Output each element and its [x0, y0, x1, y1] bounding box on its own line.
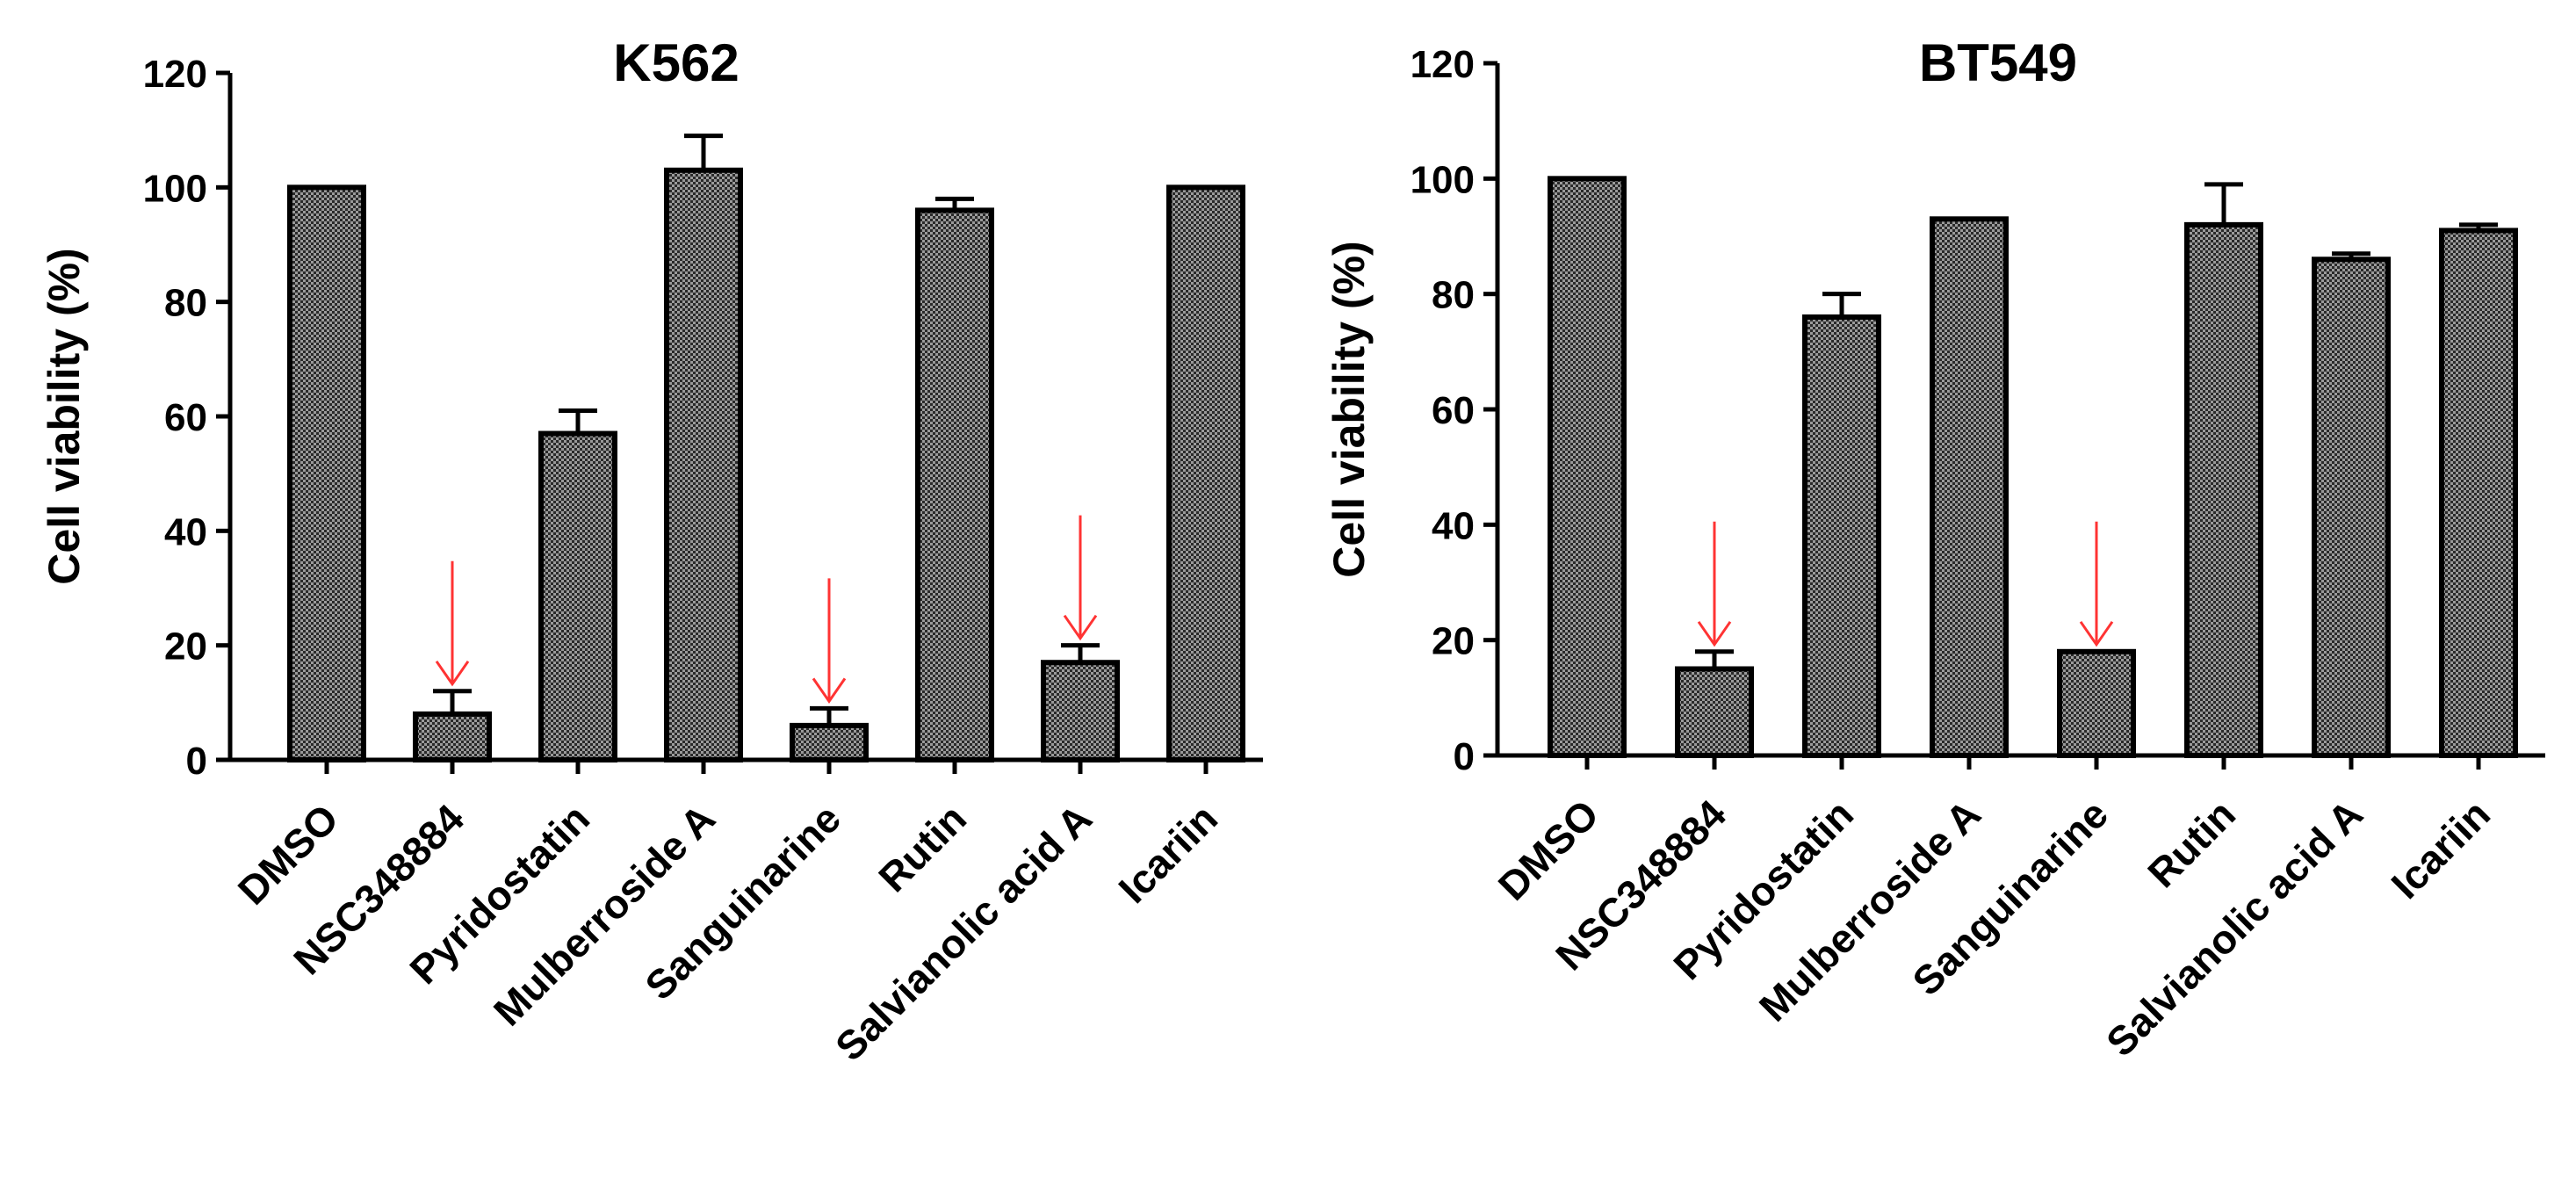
x-tick-label: Rutin	[869, 795, 975, 900]
bar-icariin	[1166, 184, 1245, 763]
bar-nsc348884	[413, 711, 492, 762]
bar-rutin	[2184, 221, 2263, 759]
x-tick-label: Rutin	[2139, 791, 2244, 896]
bar-salvianolic-acid-a	[1041, 660, 1120, 763]
bar-nsc348884	[1675, 666, 1754, 758]
x-tick-label: Icariin	[1109, 795, 1226, 912]
bar-dmso	[1548, 176, 1627, 759]
y-axis-title: Cell viability (%)	[40, 248, 89, 584]
chart-panel-0: K562 Cell viability (%) 0 20 40 60 80 100 120 DMS…	[40, 33, 1263, 1069]
y-tick-label: 120	[143, 53, 207, 96]
bar-salvianolic-acid-a	[2312, 257, 2391, 758]
x-tick-label: Icariin	[2382, 791, 2499, 907]
bar-dmso	[287, 184, 366, 763]
bar-mulberroside-a	[1930, 216, 2009, 759]
x-tick-label: DMSO	[1490, 791, 1607, 908]
bar-rutin	[915, 207, 994, 762]
y-tick-label: 40	[1432, 504, 1475, 547]
y-axis-title: Cell viability (%)	[1324, 241, 1374, 577]
highlight-arrow-head	[2079, 620, 2114, 647]
bar-sanguinarine	[2057, 648, 2136, 758]
bar-sanguinarine	[790, 722, 869, 763]
y-tick-label: 80	[164, 282, 207, 325]
highlight-arrow-head	[1697, 620, 1732, 647]
chart-title: BT549	[1919, 33, 2077, 92]
y-tick-label: 100	[1411, 158, 1475, 201]
bar-mulberroside-a	[664, 167, 743, 763]
bar-icariin	[2439, 228, 2518, 758]
y-tick-label: 20	[164, 625, 207, 668]
y-tick-label: 0	[1454, 735, 1475, 778]
y-tick-label: 80	[1432, 274, 1475, 317]
y-tick-label: 60	[164, 396, 207, 439]
y-tick-label: 120	[1411, 43, 1475, 86]
x-tick-label: Mulberroside A	[1750, 791, 1989, 1030]
chart-panel-1: BT549 Cell viability (%) 0 20 40 60 80 100 120 DM…	[1324, 33, 2545, 1065]
y-tick-label: 100	[143, 167, 207, 210]
highlight-arrow-head	[1063, 614, 1098, 641]
x-tick-label: DMSO	[229, 795, 347, 913]
highlight-arrow-head	[812, 677, 847, 704]
y-tick-label: 60	[1432, 389, 1475, 432]
chart-title: K562	[613, 33, 739, 92]
bar-pyridostatin	[538, 430, 617, 762]
x-tick-label: Mulberroside A	[485, 795, 724, 1034]
bar-pyridostatin	[1802, 314, 1881, 758]
y-tick-label: 40	[164, 510, 207, 553]
highlight-arrow-head	[435, 660, 470, 687]
y-tick-label: 20	[1432, 620, 1475, 663]
y-tick-label: 0	[186, 740, 207, 783]
